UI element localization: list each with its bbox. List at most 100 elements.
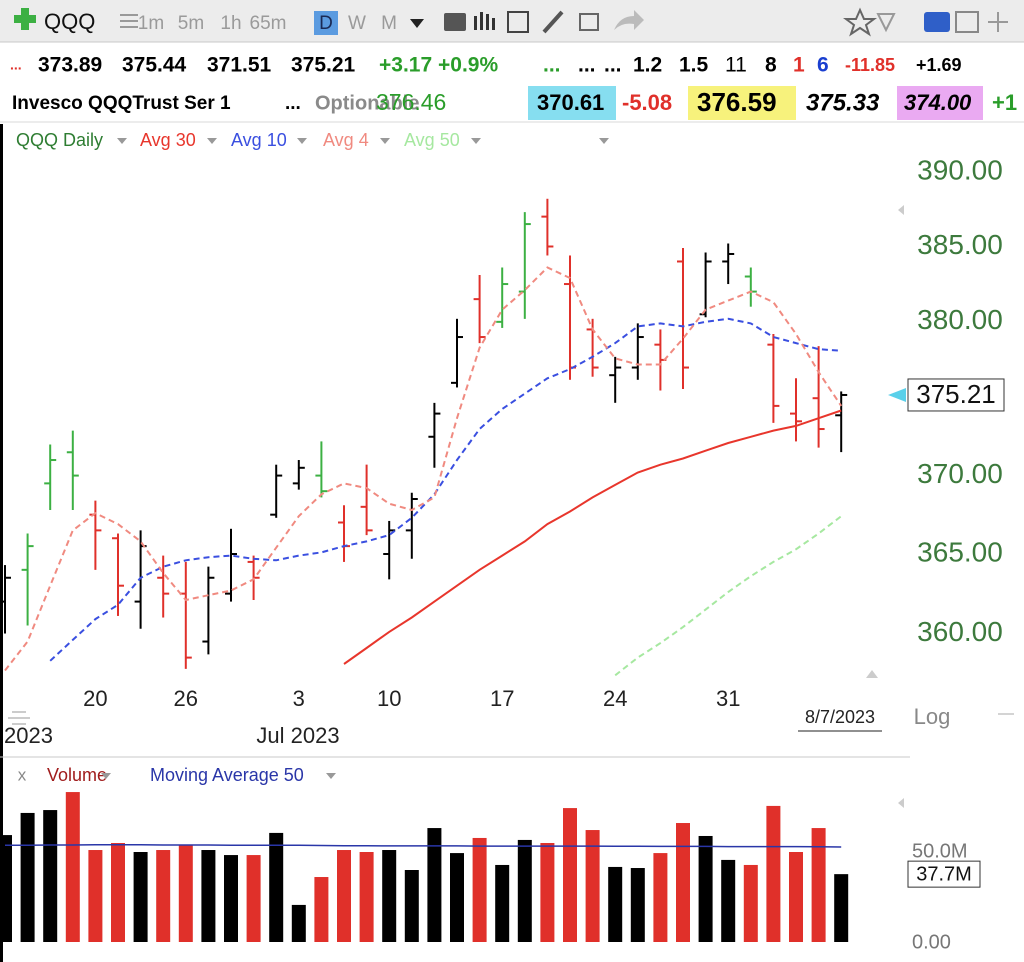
dropdown-arrow[interactable] xyxy=(207,138,217,144)
volume-bar xyxy=(630,868,645,942)
notes-icon[interactable] xyxy=(579,13,599,31)
chart-type-icon[interactable] xyxy=(444,13,466,31)
quote-highlight xyxy=(897,86,983,120)
y-tick-label: 360.00 xyxy=(917,616,1003,647)
x-tick-label: 24 xyxy=(603,686,627,711)
menu-line xyxy=(120,20,138,22)
volume-bar xyxy=(427,828,442,942)
volume-bar xyxy=(517,839,532,942)
legend-entry[interactable]: Avg 4 xyxy=(323,130,369,150)
quote-value: 371.51 xyxy=(207,54,272,77)
moving-average-line xyxy=(343,409,842,665)
menu-line xyxy=(120,26,138,28)
panel-close[interactable]: x xyxy=(18,765,27,784)
s-icon[interactable] xyxy=(924,12,950,32)
last-price-pointer xyxy=(888,387,906,402)
bars-icon-bar xyxy=(486,14,489,30)
legend-entry[interactable]: QQQ Daily xyxy=(16,130,103,150)
menu-line xyxy=(120,14,138,16)
volume-bar xyxy=(585,830,600,942)
y-tick-label: 385.00 xyxy=(917,229,1003,260)
moving-average-line xyxy=(49,317,842,662)
move-icon[interactable] xyxy=(988,12,1008,32)
dropdown-arrow[interactable] xyxy=(471,138,481,144)
last-volume-box xyxy=(907,860,981,888)
bars-icon-bar xyxy=(474,16,477,30)
volume-bar xyxy=(834,874,849,942)
quote-value: 1.2 xyxy=(633,54,662,77)
toolbar-bg xyxy=(0,0,1024,42)
quote-field: Invesco QQQTrust Ser 1 xyxy=(12,93,231,114)
volume-bar xyxy=(721,859,736,942)
dropdown-arrow[interactable] xyxy=(599,138,609,144)
y-tick-label: 365.00 xyxy=(917,536,1003,567)
axis-scroll-marker xyxy=(898,205,904,215)
add-icon[interactable] xyxy=(14,8,36,30)
left-border xyxy=(0,124,3,962)
quote-value: 1 xyxy=(793,54,805,77)
legend-entry[interactable]: Avg 30 xyxy=(140,130,196,150)
symbol: QQQ xyxy=(44,9,95,34)
quote-field: -5.08 xyxy=(622,90,672,115)
volume-bar xyxy=(337,850,351,942)
quote-field: +1 xyxy=(992,90,1017,115)
x-tick-label: 26 xyxy=(174,686,198,711)
star-icon[interactable] xyxy=(843,7,877,37)
quote-field: 376.46 xyxy=(376,89,446,115)
legend-entry[interactable]: Moving Average 50 xyxy=(150,765,304,785)
volume-bar xyxy=(133,852,148,942)
dropdown-arrow[interactable] xyxy=(297,138,307,144)
quote-value: ... xyxy=(543,54,561,77)
volume-bar xyxy=(404,870,419,942)
interval-button[interactable]: 1m xyxy=(138,13,164,34)
add-icon-v xyxy=(21,8,29,30)
last-volume-label: 37.7M xyxy=(916,863,972,885)
interval-button[interactable]: D xyxy=(319,13,333,34)
interval-button[interactable]: 65m xyxy=(250,13,287,34)
volume-bar xyxy=(495,864,510,942)
share-icon[interactable] xyxy=(614,10,644,30)
x-tick-label: 17 xyxy=(490,686,514,711)
quote-value: -11.85 xyxy=(845,55,895,75)
bars-icon[interactable] xyxy=(474,12,495,30)
volume-bar xyxy=(0,835,12,942)
quote-value: 373.89 xyxy=(38,54,102,77)
volume-bar xyxy=(743,864,758,942)
legend-entry[interactable]: Avg 50 xyxy=(404,130,460,150)
volume-bar xyxy=(291,904,306,942)
x-tick-label: 3 xyxy=(293,686,305,711)
volume-bar xyxy=(359,852,374,942)
quote-value: 8 xyxy=(765,54,777,77)
quote-value: 11 xyxy=(725,54,747,77)
dropdown-arrow[interactable] xyxy=(117,138,127,144)
interval-button[interactable]: W xyxy=(348,13,366,34)
scale-label[interactable]: Log xyxy=(914,704,951,729)
axis-scroll-marker xyxy=(866,670,878,678)
volume-bar xyxy=(472,837,487,942)
last-price-label: 375.21 xyxy=(916,379,996,409)
quote-highlight xyxy=(688,86,796,120)
table-icon[interactable] xyxy=(507,11,529,33)
save-icon[interactable] xyxy=(955,11,979,33)
legend-entry[interactable]: Avg 10 xyxy=(231,130,287,150)
volume-bar xyxy=(563,808,577,942)
dropdown-arrow[interactable] xyxy=(101,773,111,779)
scroll-handle[interactable] xyxy=(8,711,30,725)
dropdown-arrow[interactable] xyxy=(380,138,390,144)
dropdown-arrow[interactable] xyxy=(326,773,336,779)
date-label: 8/7/2023 xyxy=(805,707,875,727)
interval-dropdown[interactable] xyxy=(410,19,424,28)
y-tick-label: 370.00 xyxy=(917,458,1003,489)
draw-icon[interactable] xyxy=(542,10,564,34)
interval-button[interactable]: 5m xyxy=(178,13,204,34)
volume-bar xyxy=(766,805,781,942)
quote-highlight xyxy=(528,86,616,120)
menu-icon[interactable] xyxy=(120,14,138,28)
quote-value: ... xyxy=(10,57,22,73)
interval-button[interactable]: 1h xyxy=(220,13,241,34)
interval-button[interactable]: M xyxy=(381,13,397,34)
legend-entry[interactable]: Volume xyxy=(47,765,107,785)
flag-icon[interactable] xyxy=(876,13,896,33)
